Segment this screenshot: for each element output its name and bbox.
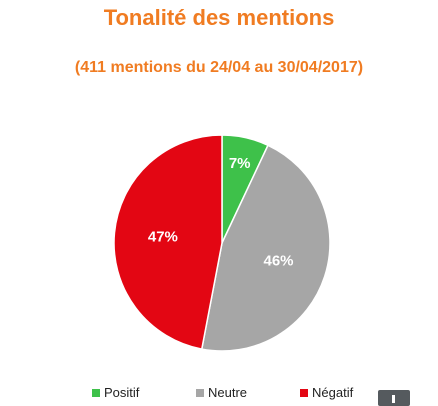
- pie-slice-neutre: [200, 144, 331, 352]
- chart-legend: Positif Neutre Négatif: [0, 385, 438, 402]
- legend-label-positif: Positif: [104, 385, 140, 400]
- legend-item-positif: Positif: [92, 385, 139, 400]
- legend-swatch-negatif: [300, 388, 308, 397]
- pie-slice-negatif: [113, 134, 223, 350]
- legend-swatch-neutre: [196, 388, 204, 397]
- data-label-positif: 7%: [229, 155, 251, 172]
- legend-label-neutre: Neutre: [208, 385, 248, 400]
- data-label-negatif: 47%: [148, 228, 178, 245]
- menu-glyph-icon: [392, 395, 395, 403]
- legend-label-negatif: Négatif: [312, 385, 354, 400]
- chart-subtitle: (411 mentions du 24/04 au 30/04/2017): [74, 59, 364, 76]
- legend-swatch-positif: [92, 388, 100, 397]
- chart-title: Tonalité des mentions: [103, 5, 335, 30]
- data-label-neutre: 46%: [263, 252, 293, 269]
- chart-menu-button[interactable]: [378, 390, 410, 406]
- legend-item-neutre: Neutre: [196, 385, 247, 400]
- legend-item-negatif: Négatif: [300, 385, 353, 400]
